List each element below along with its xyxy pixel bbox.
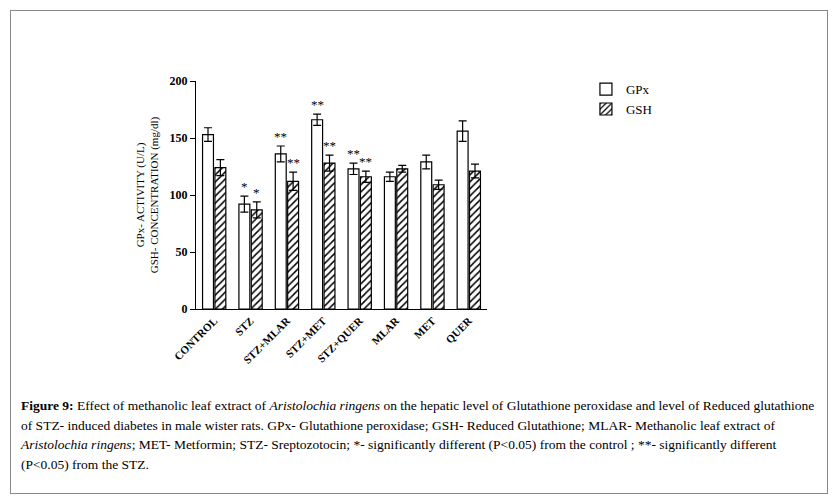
svg-text:**: ** bbox=[311, 97, 324, 112]
svg-text:**: ** bbox=[287, 155, 300, 170]
svg-text:0: 0 bbox=[182, 302, 188, 316]
svg-text:150: 150 bbox=[170, 131, 188, 145]
svg-text:**: ** bbox=[274, 129, 287, 144]
svg-text:GPx- ACTIVITY (U/L)GSH- CONCEN: GPx- ACTIVITY (U/L)GSH- CONCENTRATION (m… bbox=[134, 116, 161, 273]
svg-text:MLAR: MLAR bbox=[369, 314, 402, 347]
svg-text:**: ** bbox=[323, 138, 336, 153]
html-text:Aristolochia ringens; MET- Met: Aristolochia ringens; MET- Metformin; ST… bbox=[21, 437, 777, 472]
svg-text:STZ+MET: STZ+MET bbox=[283, 314, 329, 360]
svg-text:STZ+QUER: STZ+QUER bbox=[315, 314, 366, 365]
svg-text:MET: MET bbox=[412, 314, 439, 341]
svg-text:CONTROL: CONTROL bbox=[172, 315, 220, 363]
svg-text:GPx: GPx bbox=[626, 82, 650, 97]
svg-text:STZ+MLAR: STZ+MLAR bbox=[241, 314, 293, 366]
svg-text:STZ: STZ bbox=[233, 315, 256, 338]
svg-text:QUER: QUER bbox=[443, 314, 475, 346]
svg-text:*: * bbox=[253, 185, 260, 200]
svg-text:GSH: GSH bbox=[626, 102, 652, 117]
svg-text:200: 200 bbox=[170, 74, 188, 88]
svg-text:**: ** bbox=[347, 146, 360, 161]
svg-text:100: 100 bbox=[170, 188, 188, 202]
svg-text:**: ** bbox=[359, 154, 372, 169]
svg-text:*: * bbox=[241, 179, 248, 194]
svg-text:50: 50 bbox=[176, 245, 188, 259]
html-text:Figure 9: Effect of methanolic: Figure 9: Effect of methanolic leaf extr… bbox=[21, 398, 815, 433]
